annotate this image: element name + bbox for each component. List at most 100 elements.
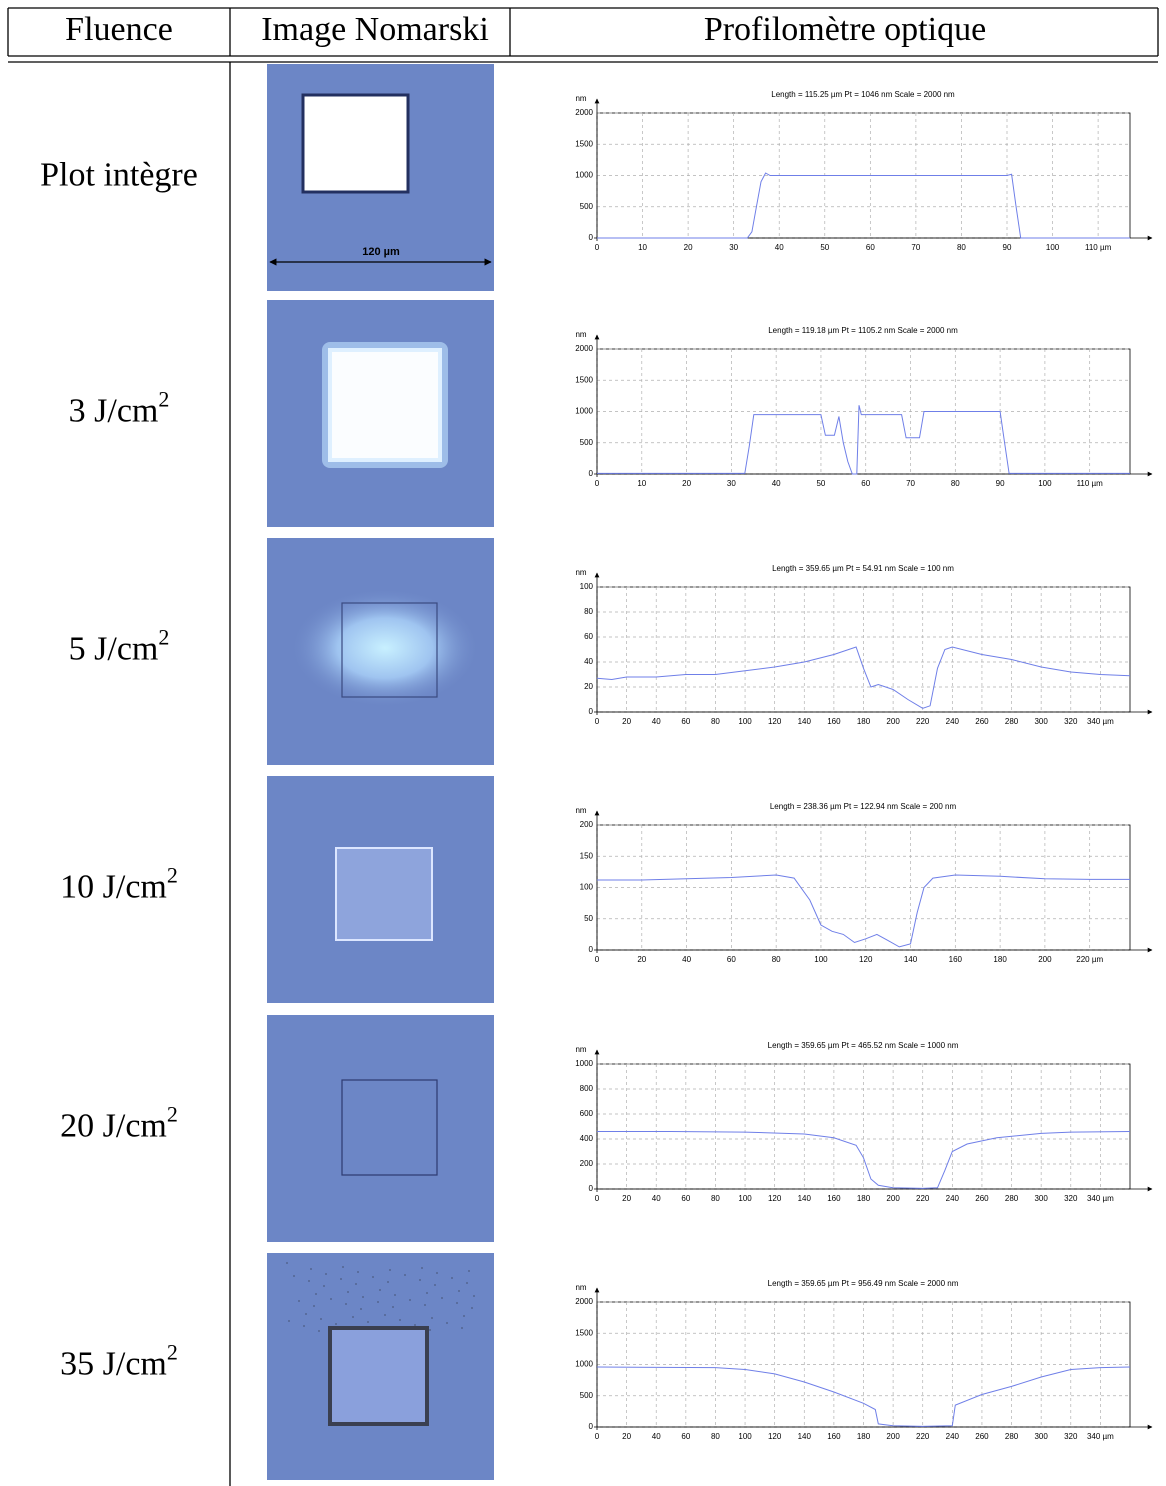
x-tick-label: 320: [1064, 717, 1078, 726]
fluence-label: 20 J/cm2: [60, 1102, 178, 1145]
y-tick-label: 0: [589, 233, 594, 242]
x-tick-label: 10: [638, 243, 647, 252]
x-tick-label: 40: [682, 955, 691, 964]
x-tick-label: 300: [1034, 1194, 1048, 1203]
fluence-text: 3 J/cm: [69, 392, 159, 429]
x-tick-label: 100: [1038, 479, 1052, 488]
x-tick-label: 140: [798, 717, 812, 726]
chart-title: Length = 359.65 µm Pt = 54.91 nm Scale =…: [772, 564, 954, 573]
x-tick-label: 40: [652, 1432, 661, 1441]
fluence-text: Plot intègre: [40, 156, 198, 193]
chart-title: Length = 359.65 µm Pt = 465.52 nm Scale …: [768, 1041, 959, 1050]
y-tick-label: 0: [589, 1422, 594, 1431]
y-tick-label: 1000: [575, 1360, 593, 1369]
y-unit: nm: [575, 1045, 586, 1054]
x-tick-label: 40: [652, 1194, 661, 1203]
x-tick-label: 10: [637, 479, 646, 488]
x-tick-label: 60: [727, 955, 736, 964]
nomarski-image: [267, 300, 494, 527]
x-tick-label: 260: [975, 1194, 989, 1203]
x-tick-label: 220: [916, 1194, 930, 1203]
y-tick-label: 20: [584, 682, 593, 691]
table-row: 35 J/cm2 Length = 359.65 µm Pt = 956.49 n…: [60, 1253, 1153, 1480]
x-tick-label: 100: [1046, 243, 1060, 252]
profile-line: [596, 646, 1131, 709]
x-tick-label: 40: [652, 717, 661, 726]
x-tick-label: 280: [1005, 1432, 1019, 1441]
chart-title: Length = 115.25 µm Pt = 1046 nm Scale = …: [771, 90, 955, 99]
fluence-label: 5 J/cm2: [69, 625, 170, 668]
x-tick-label: 70: [911, 243, 920, 252]
y-unit: nm: [575, 1283, 586, 1292]
y-tick-label: 0: [589, 707, 594, 716]
chart-title: Length = 119.18 µm Pt = 1105.2 nm Scale …: [768, 326, 958, 335]
x-tick-label: 80: [951, 479, 960, 488]
header-cell: Fluence: [65, 11, 173, 48]
x-tick-label: 80: [772, 955, 781, 964]
x-tick-label: 320: [1064, 1194, 1078, 1203]
x-tick-label: 120: [859, 955, 873, 964]
x-tick-label: 0: [595, 955, 600, 964]
y-tick-label: 800: [580, 1084, 594, 1093]
x-tick-label: 0: [595, 1194, 600, 1203]
y-tick-label: 80: [584, 607, 593, 616]
x-tick-label: 20: [684, 243, 693, 252]
x-tick-label: 340 µm: [1087, 1432, 1114, 1441]
x-tick-label: 160: [949, 955, 963, 964]
x-tick-label: 100: [738, 1432, 752, 1441]
scale-label: 120 µm: [362, 246, 400, 258]
header-cell: Image Nomarski: [261, 11, 489, 48]
x-tick-label: 200: [1038, 955, 1052, 964]
x-tick-label: 260: [975, 1432, 989, 1441]
x-tick-label: 20: [622, 1432, 631, 1441]
profile-line: [597, 172, 1130, 239]
x-tick-label: 180: [857, 1194, 871, 1203]
table-row: 10 J/cm2 Length = 238.36 µm Pt = 122.94 n…: [60, 776, 1153, 1003]
x-tick-label: 50: [816, 479, 825, 488]
x-tick-label: 0: [595, 1432, 600, 1441]
x-tick-label: 30: [729, 243, 738, 252]
table-row: 20 J/cm2 Length = 359.65 µm Pt = 465.52 n…: [60, 1015, 1153, 1242]
x-tick-label: 280: [1005, 717, 1019, 726]
x-tick-label: 220: [916, 717, 930, 726]
x-tick-label: 20: [682, 479, 691, 488]
x-tick-label: 60: [681, 717, 690, 726]
x-tick-label: 50: [820, 243, 829, 252]
y-tick-label: 100: [580, 883, 594, 892]
x-tick-label: 320: [1064, 1432, 1078, 1441]
x-tick-label: 20: [622, 1194, 631, 1203]
fluence-superscript: 2: [167, 1102, 178, 1127]
fluence-superscript: 2: [158, 387, 169, 412]
x-tick-label: 70: [906, 479, 915, 488]
x-tick-label: 340 µm: [1087, 717, 1114, 726]
x-tick-label: 300: [1034, 717, 1048, 726]
x-tick-label: 80: [711, 1194, 720, 1203]
x-tick-label: 20: [622, 717, 631, 726]
fluence-text: 20 J/cm: [60, 1107, 167, 1144]
x-tick-label: 280: [1005, 1194, 1019, 1203]
y-tick-label: 1000: [575, 171, 593, 180]
x-tick-label: 100: [814, 955, 828, 964]
fluence-text: 5 J/cm: [69, 630, 159, 667]
fluence-label: 10 J/cm2: [60, 863, 178, 906]
y-unit: nm: [575, 94, 586, 103]
y-tick-label: 500: [580, 1391, 594, 1400]
x-tick-label: 110 µm: [1077, 479, 1104, 488]
table-rules: [7, 7, 1159, 1486]
x-tick-label: 340 µm: [1087, 1194, 1114, 1203]
nomarski-image: [267, 1015, 494, 1242]
table-row: 5 J/cm2 Length = 359.65 µm Pt = 54.91 nm …: [69, 538, 1153, 765]
profile-line: [597, 874, 1130, 948]
profile-line: [596, 1366, 1131, 1427]
y-unit: nm: [575, 568, 586, 577]
x-tick-label: 90: [1003, 243, 1012, 252]
y-tick-label: 1000: [575, 1059, 593, 1068]
x-tick-label: 200: [886, 1432, 900, 1441]
nomarski-image: [267, 776, 494, 1003]
x-tick-label: 120: [768, 1432, 782, 1441]
x-tick-label: 100: [738, 717, 752, 726]
y-tick-label: 500: [580, 202, 594, 211]
x-tick-label: 60: [681, 1432, 690, 1441]
y-tick-label: 600: [580, 1109, 594, 1118]
profile-chart: Length = 119.18 µm Pt = 1105.2 nm Scale …: [575, 326, 1153, 488]
